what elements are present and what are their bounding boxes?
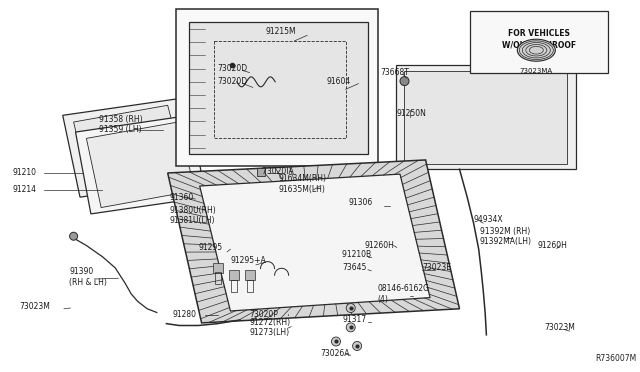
Ellipse shape [517,39,556,61]
Ellipse shape [70,232,77,240]
Text: 91295+A: 91295+A [230,256,266,265]
Ellipse shape [400,77,409,86]
Text: 91250N: 91250N [397,109,427,118]
Text: 91260H: 91260H [538,241,568,250]
Text: 73026A: 73026A [320,349,349,358]
Polygon shape [404,71,567,164]
Text: 91380U(RH)
91381U(LH): 91380U(RH) 91381U(LH) [170,206,216,225]
Text: 73023MA: 73023MA [520,68,553,74]
Text: 91215M: 91215M [266,27,296,36]
Text: 73023M: 73023M [19,302,50,311]
Polygon shape [168,160,460,323]
Polygon shape [86,122,195,208]
Text: 91306: 91306 [349,198,373,207]
Text: R736007M: R736007M [596,354,637,363]
Text: 91360: 91360 [170,193,194,202]
Polygon shape [176,9,378,166]
Text: 91210​B: 91210​B [342,250,372,259]
Text: 91210: 91210 [13,169,36,177]
Bar [228,270,239,280]
Bar [214,272,221,284]
Text: 91317: 91317 [342,315,367,324]
Text: 91260H: 91260H [365,241,395,250]
Text: 91214: 91214 [13,185,36,194]
Text: 73668T: 73668T [381,68,410,77]
Bar [246,280,253,292]
Polygon shape [74,105,186,190]
Bar [470,11,608,73]
Text: 91634M(RH)
91635M(LH): 91634M(RH) 91635M(LH) [278,174,326,194]
Ellipse shape [346,323,355,332]
Text: 91272(RH)
91273(LH): 91272(RH) 91273(LH) [250,318,291,337]
Ellipse shape [346,304,355,312]
Bar [230,280,237,292]
Text: 91295: 91295 [198,243,223,252]
Text: 91390
(RH & LH): 91390 (RH & LH) [69,267,107,287]
Text: FOR VEHICLES
W/OUT SUNROOF: FOR VEHICLES W/OUT SUNROOF [502,29,576,49]
Polygon shape [76,115,206,214]
Text: 73020​IA: 73020​IA [262,167,294,176]
Text: 73020D: 73020D [218,77,248,86]
Text: 08146-6162G
(4): 08146-6162G (4) [378,284,429,304]
Ellipse shape [332,337,340,346]
Text: 91280: 91280 [173,310,197,319]
Text: 73020P: 73020P [250,310,278,319]
Text: 73023M: 73023M [544,323,575,332]
Polygon shape [200,174,430,311]
Bar [244,270,255,280]
Polygon shape [396,65,576,169]
Text: 91358 (RH)
91359 (LH): 91358 (RH) 91359 (LH) [99,115,143,134]
Polygon shape [189,22,368,154]
Text: 73023E: 73023E [422,263,451,272]
Bar [212,263,223,273]
Ellipse shape [353,341,362,350]
Bar [257,168,265,176]
Text: 73645: 73645 [342,263,367,272]
Text: 91392M (RH)
91392MA(LH): 91392M (RH) 91392MA(LH) [480,227,532,246]
Text: 94934X: 94934X [474,215,503,224]
Polygon shape [63,99,197,197]
Text: 91604: 91604 [326,77,351,86]
Text: 73020D: 73020D [218,64,248,73]
